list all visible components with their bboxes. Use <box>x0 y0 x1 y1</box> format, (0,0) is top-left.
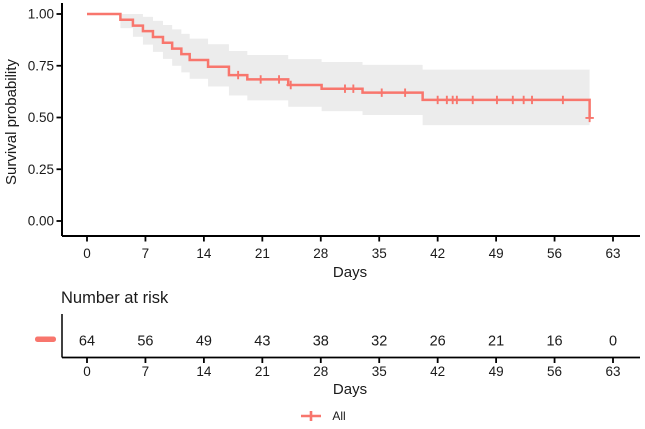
censor-plus-icon <box>301 411 322 421</box>
censor-mark <box>527 95 537 105</box>
risk-count: 38 <box>313 334 329 350</box>
y-tick-label: 0.75 <box>28 58 54 73</box>
censor-mark <box>256 75 265 84</box>
x-tick-label: 0 <box>83 246 91 261</box>
legend: All <box>0 407 645 425</box>
confidence-band <box>87 14 590 126</box>
y-tick-label: 0.50 <box>28 110 54 125</box>
censor-mark <box>274 75 284 84</box>
censor-mark <box>233 70 243 80</box>
censor-mark <box>468 95 477 105</box>
risk-count: 16 <box>546 334 562 350</box>
risk-x-tick-label: 28 <box>313 364 328 379</box>
censor-mark <box>340 84 350 93</box>
risk-count: 32 <box>371 334 387 350</box>
risk-count: 49 <box>196 334 212 350</box>
x-tick-label: 28 <box>313 246 328 261</box>
y-tick-label: 1.00 <box>28 7 54 22</box>
censor-mark <box>558 95 568 105</box>
risk-x-tick-label: 49 <box>489 364 504 379</box>
x-tick-label: 42 <box>430 246 445 261</box>
risk-x-tick-label: 14 <box>196 364 212 379</box>
censor-mark <box>377 88 386 97</box>
risk-count: 21 <box>488 334 504 350</box>
risk-count: 43 <box>254 334 270 350</box>
risk-x-tick-label: 21 <box>255 364 270 379</box>
risk-x-tick-label: 42 <box>430 364 445 379</box>
x-axis-title-risk: Days <box>332 381 368 398</box>
risk-count: 64 <box>79 334 95 350</box>
risk-x-tick-label: 56 <box>547 364 562 379</box>
y-tick-label: 0.25 <box>28 162 54 177</box>
risk-count: 26 <box>430 334 446 350</box>
x-tick-label: 63 <box>605 246 620 261</box>
risk-count: 56 <box>137 334 153 350</box>
risk-x-tick-label: 0 <box>83 364 91 379</box>
legend-label: All <box>332 409 346 423</box>
risk-table-title: Number at risk <box>61 289 169 307</box>
censor-mark <box>519 95 528 105</box>
risk-count: 0 <box>609 334 617 350</box>
risk-x-tick-label: 63 <box>605 364 620 379</box>
risk-x-tick-label: 35 <box>372 364 387 379</box>
x-tick-label: 14 <box>196 246 212 261</box>
x-tick-label: 35 <box>372 246 387 261</box>
x-tick-label: 7 <box>142 246 150 261</box>
censor-mark <box>400 88 410 97</box>
censor-mark <box>433 95 442 105</box>
x-tick-label: 56 <box>547 246 562 261</box>
censor-mark <box>492 95 502 105</box>
censor-mark <box>349 84 358 93</box>
risk-group-key <box>35 336 56 342</box>
censor-mark <box>508 95 518 105</box>
censor-mark <box>286 80 295 90</box>
censor-mark <box>585 113 594 123</box>
x-tick-label: 21 <box>255 246 270 261</box>
y-tick-label: 0.00 <box>28 214 54 229</box>
risk-x-tick-label: 7 <box>142 364 150 379</box>
x-tick-label: 49 <box>489 246 504 261</box>
x-axis-title-main: Days <box>332 264 368 281</box>
censor-mark <box>452 95 462 105</box>
y-axis-title: Survival probability <box>3 59 20 185</box>
